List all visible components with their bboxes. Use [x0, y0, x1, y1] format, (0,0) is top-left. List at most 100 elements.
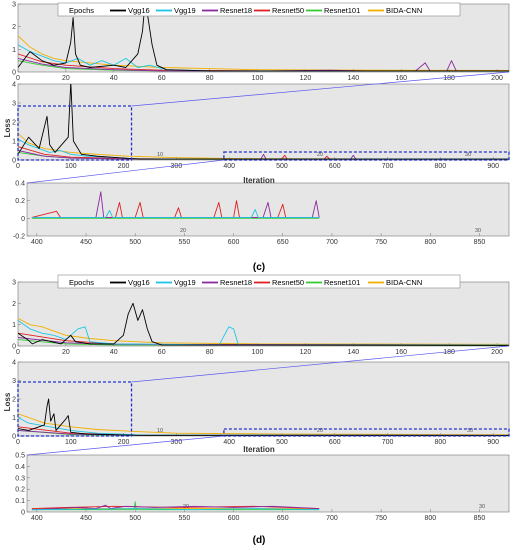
series-group	[31, 501, 320, 511]
x-tick-label: 850	[474, 239, 486, 246]
legend-label-resnet101: Resnet101	[324, 278, 360, 287]
x-tick-label: 0	[16, 163, 20, 170]
x-tick-label: 120	[300, 349, 312, 356]
x-tick-label: 650	[277, 239, 289, 246]
x-tick-label: 500	[276, 439, 288, 446]
zoom-box-epochs	[17, 381, 133, 437]
x-tick-label: 400	[31, 239, 43, 246]
x-tick-label: 800	[435, 163, 447, 170]
x-tick-label: 550	[179, 239, 191, 246]
x-tick-label: 850	[474, 515, 486, 522]
legend-label-epochs: Epochs	[69, 6, 94, 15]
series-line-vgg19	[18, 44, 509, 72]
y-tick-label: 2	[12, 120, 16, 127]
x-tick-label: 100	[65, 439, 77, 446]
y-tick-label: 0	[12, 344, 16, 351]
x-tick-label: 200	[491, 349, 503, 356]
x-tick-label: 700	[326, 515, 338, 522]
zoom-connector	[26, 435, 224, 456]
y-tick-label: 2	[12, 397, 16, 404]
x-tick-label: 40	[110, 349, 118, 356]
legend-label-resnet50: Resnet50	[272, 278, 304, 287]
x-tick-label: 60	[158, 349, 166, 356]
y-tick-label: 0.2	[15, 487, 25, 494]
y-tick-label: 4	[12, 82, 16, 89]
x-tick-label: 300	[171, 163, 183, 170]
series-line-resnet18	[31, 504, 320, 511]
zoom-box-epochs	[17, 105, 133, 161]
epoch-marker-label: 30	[467, 428, 473, 434]
epoch-marker-label: 20	[180, 228, 186, 234]
y-tick-label: 4	[12, 360, 16, 367]
plot-area	[17, 281, 510, 347]
y-tick-label: 0.4	[15, 181, 25, 188]
y-tick-label: 0.1	[15, 498, 25, 505]
iteration-label-d: Iteration	[243, 445, 275, 454]
series-line-vgg19	[31, 209, 320, 218]
x-tick-label: 700	[382, 163, 394, 170]
series-group	[31, 191, 320, 219]
legend-d: Epochs Vgg16 Vgg19 Resnet18 Resnet50 Resnet10…	[57, 274, 461, 289]
y-tick-label: 1	[12, 322, 16, 329]
x-tick-label: 600	[228, 515, 240, 522]
y-tick-label: -0.2	[13, 234, 25, 241]
zoom-connector	[26, 159, 224, 184]
series-line-resnet18	[31, 191, 320, 218]
x-tick-label: 0	[16, 439, 20, 446]
legend-label-vgg16: Vgg16	[128, 6, 150, 15]
panel-c-iterations: 0 1 2 3 4 0 100 200 300 400 500 600 700 800 900 10 20 30	[12, 82, 510, 170]
series-line-resnet18	[18, 150, 509, 160]
x-tick-label: 500	[129, 239, 141, 246]
x-tick-label: 0	[16, 349, 20, 356]
epoch-marker-label: 30	[479, 504, 485, 510]
x-tick-label: 20	[62, 349, 70, 356]
x-tick-label: 120	[300, 75, 312, 82]
series-group	[18, 4, 509, 72]
series-line-bida-cnn	[18, 317, 509, 345]
x-tick-label: 100	[252, 75, 264, 82]
x-tick-label: 600	[329, 439, 341, 446]
y-tick-label: 3	[12, 2, 16, 9]
y-tick-label: 0.4	[15, 464, 25, 471]
legend-label-bida-cnn: BIDA-CNN	[386, 6, 422, 15]
legend-label-vgg19: Vgg19	[174, 6, 196, 15]
x-tick-label: 200	[491, 75, 503, 82]
series-line-resnet50	[18, 146, 509, 160]
epoch-marker-label: 20	[317, 428, 323, 434]
zoom-connector	[131, 345, 510, 383]
y-tick-label: 3	[12, 101, 16, 108]
x-tick-label: 140	[347, 75, 359, 82]
x-tick-label: 550	[179, 515, 191, 522]
x-tick-label: 80	[206, 75, 214, 82]
legend-label-resnet18: Resnet18	[220, 278, 252, 287]
x-tick-label: 60	[158, 75, 166, 82]
zoom-overlay-layer	[17, 71, 510, 456]
legend-label-vgg16: Vgg16	[128, 278, 150, 287]
legend-c: Epochs Vgg16 Vgg19 Resnet18 Resnet50 Resnet10…	[57, 2, 461, 17]
legend-label-resnet101: Resnet101	[324, 6, 360, 15]
y-tick-label: 0.5	[15, 453, 25, 460]
y-tick-label: 1	[12, 47, 16, 54]
x-tick-label: 500	[276, 163, 288, 170]
x-tick-label: 200	[118, 439, 130, 446]
y-tick-label: 0.3	[15, 475, 25, 482]
y-tick-label: 0	[21, 216, 25, 223]
series-line-vgg19	[18, 320, 509, 346]
x-tick-label: 800	[435, 439, 447, 446]
loss-label-d: Loss	[3, 392, 12, 411]
x-tick-label: 400	[223, 163, 235, 170]
epoch-marker-label: 10	[157, 152, 163, 158]
legend-label-bida-cnn: BIDA-CNN	[386, 278, 422, 287]
x-tick-label: 0	[16, 75, 20, 82]
series-line-bida-cnn	[18, 413, 509, 436]
plot-area	[17, 361, 510, 437]
x-tick-label: 80	[206, 349, 214, 356]
x-tick-label: 700	[382, 439, 394, 446]
y-tick-label: 1	[12, 415, 16, 422]
y-tick-label: 3	[12, 378, 16, 385]
plot-area	[17, 83, 510, 161]
series-line-vgg16	[18, 398, 509, 436]
panel-d-epochs: 0 1 2 3 0 20 40 60 80 100 120 140 160 180 200	[12, 280, 510, 356]
x-tick-label: 750	[375, 515, 387, 522]
